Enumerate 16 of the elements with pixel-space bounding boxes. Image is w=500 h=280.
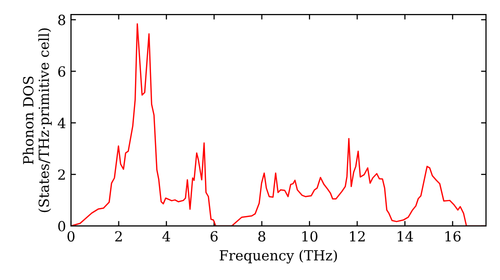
x-tick-label: 8 [258, 231, 266, 242]
x-tick-label: 6 [210, 231, 218, 242]
x-tick-label: 12 [350, 231, 365, 242]
y-tick-label: 8 [58, 14, 66, 26]
y-tick-label: 0 [58, 220, 66, 232]
x-axis-title: Frequency (THz) [220, 250, 337, 264]
x-tick-label: 14 [398, 231, 414, 242]
x-tick-label: 4 [162, 231, 170, 242]
x-tick-label: 16 [445, 231, 461, 242]
x-tick-label: 10 [302, 231, 318, 242]
x-tick-label: 0 [67, 231, 74, 242]
y-tick-label: 6 [58, 66, 66, 77]
y-axis-title: Phonon DOS (States/THz·primitive cell) [22, 28, 52, 212]
y-tick-label: 4 [58, 118, 66, 128]
y-tick-label: 2 [58, 169, 65, 180]
x-tick-label: 2 [115, 231, 122, 242]
